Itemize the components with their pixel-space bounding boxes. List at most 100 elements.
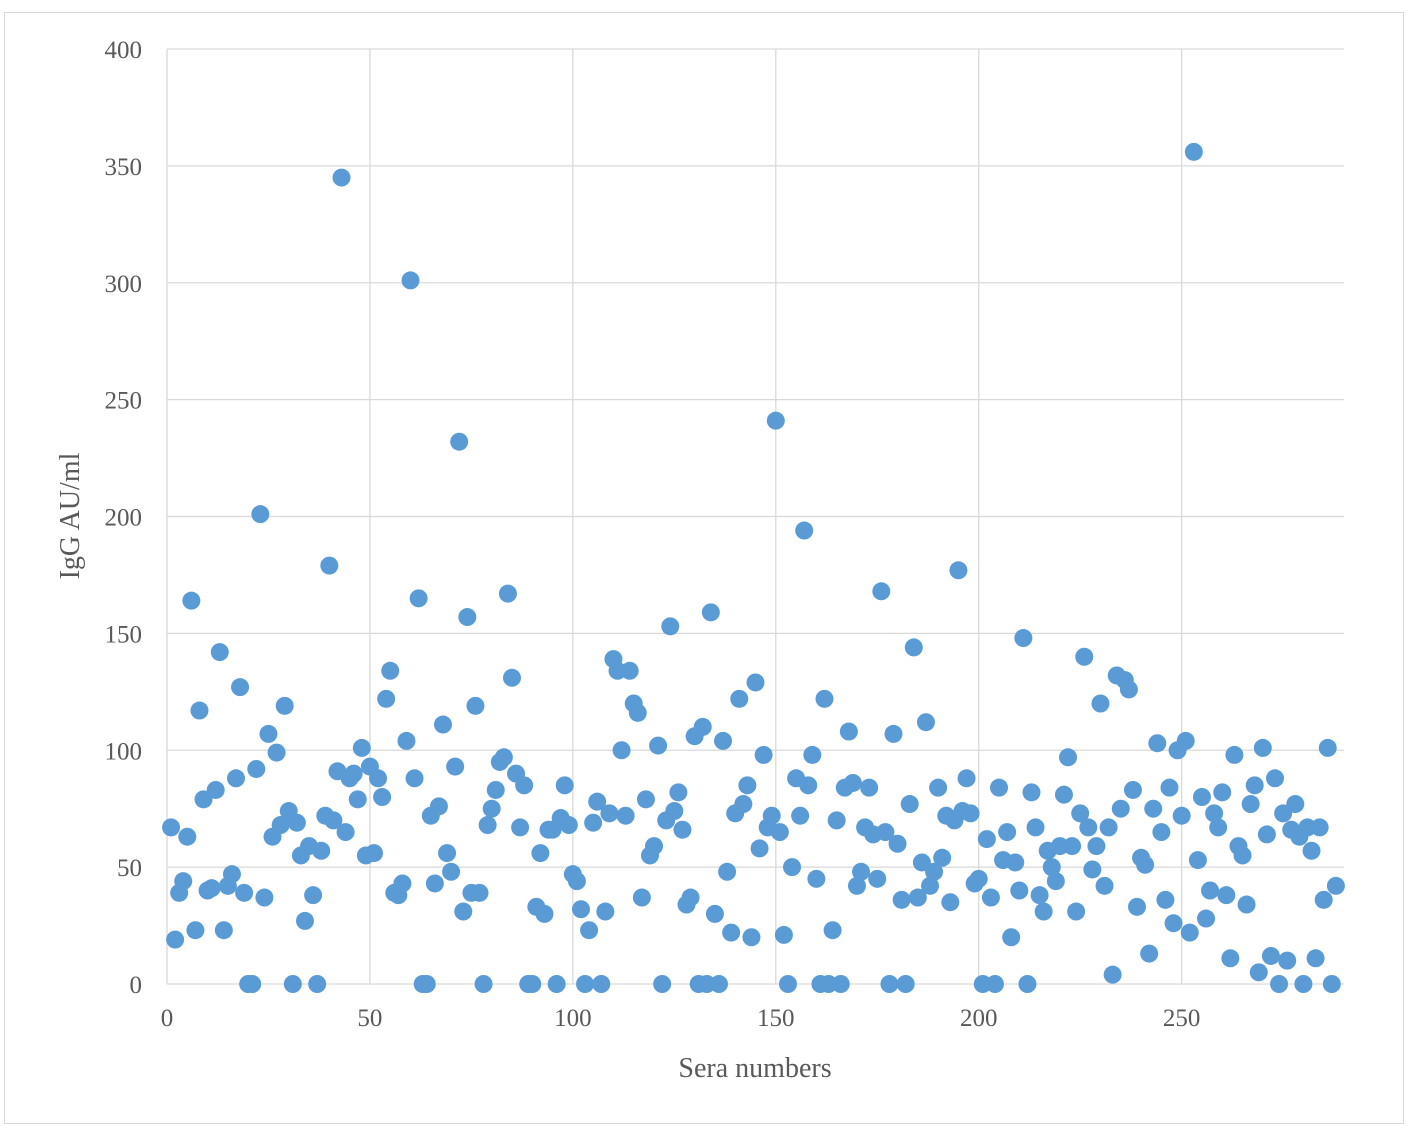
data-point bbox=[202, 879, 221, 898]
data-point bbox=[925, 862, 944, 881]
data-point bbox=[754, 745, 773, 764]
y-tick-label: 0 bbox=[130, 972, 143, 999]
data-point bbox=[977, 830, 996, 849]
data-point bbox=[916, 713, 935, 732]
data-point bbox=[860, 778, 879, 797]
data-point bbox=[511, 818, 530, 837]
data-point bbox=[1249, 963, 1268, 982]
data-point bbox=[1042, 858, 1061, 877]
data-point bbox=[896, 975, 915, 993]
data-point bbox=[571, 900, 590, 919]
data-point bbox=[182, 591, 201, 610]
data-point bbox=[547, 975, 566, 993]
data-point bbox=[693, 717, 712, 736]
y-axis-title: IgG AU/ml bbox=[55, 452, 86, 579]
data-point bbox=[734, 795, 753, 814]
data-point bbox=[766, 411, 785, 430]
data-point bbox=[251, 505, 270, 524]
data-point bbox=[482, 799, 501, 818]
y-tick-label: 50 bbox=[117, 855, 142, 882]
data-point bbox=[259, 724, 278, 743]
data-point bbox=[174, 872, 193, 891]
data-point bbox=[770, 823, 789, 842]
data-point bbox=[308, 975, 327, 993]
data-point bbox=[876, 823, 895, 842]
data-point bbox=[673, 820, 692, 839]
data-point bbox=[1257, 825, 1276, 844]
data-point bbox=[738, 776, 757, 795]
data-point bbox=[1205, 804, 1224, 823]
y-tick-label: 300 bbox=[105, 271, 143, 298]
y-tick-label: 200 bbox=[105, 505, 143, 532]
data-point bbox=[799, 776, 818, 795]
data-point bbox=[458, 608, 477, 627]
data-point bbox=[576, 975, 595, 993]
data-point bbox=[957, 769, 976, 788]
data-point bbox=[1002, 928, 1021, 947]
y-axis-tick-labels: 0 50 100 150 200 250 300 350 400 bbox=[105, 37, 143, 999]
data-point bbox=[186, 921, 205, 940]
data-point bbox=[235, 883, 254, 902]
data-point bbox=[567, 872, 586, 891]
data-point bbox=[892, 890, 911, 909]
data-point bbox=[1046, 872, 1065, 891]
data-point bbox=[397, 731, 416, 750]
data-point bbox=[1091, 694, 1110, 713]
data-point bbox=[312, 841, 331, 860]
data-point bbox=[839, 722, 858, 741]
data-point bbox=[1225, 745, 1244, 764]
data-point bbox=[653, 975, 672, 993]
data-point bbox=[1217, 886, 1236, 905]
data-point bbox=[369, 769, 388, 788]
data-point bbox=[815, 689, 834, 708]
data-point bbox=[783, 858, 802, 877]
data-point bbox=[921, 876, 940, 895]
y-tick-label: 150 bbox=[105, 621, 143, 648]
y-tick-label: 250 bbox=[105, 388, 143, 415]
data-point bbox=[1310, 818, 1329, 837]
data-point bbox=[425, 874, 444, 893]
data-point bbox=[705, 904, 724, 923]
data-point bbox=[1266, 769, 1285, 788]
data-point bbox=[283, 975, 302, 993]
data-point bbox=[271, 816, 290, 835]
data-point bbox=[1180, 923, 1199, 942]
data-point bbox=[401, 271, 420, 290]
data-point bbox=[1140, 944, 1159, 963]
data-point bbox=[1164, 914, 1183, 933]
data-point bbox=[332, 168, 351, 187]
data-point bbox=[803, 745, 822, 764]
data-point bbox=[1006, 853, 1025, 872]
data-point bbox=[393, 874, 412, 893]
data-point bbox=[515, 776, 534, 795]
data-point bbox=[880, 975, 899, 993]
x-tick-label: 150 bbox=[757, 1005, 795, 1032]
data-point bbox=[190, 701, 209, 720]
data-point bbox=[206, 780, 225, 799]
data-point bbox=[1221, 949, 1240, 968]
data-point bbox=[226, 769, 245, 788]
data-point bbox=[722, 923, 741, 942]
data-point bbox=[1014, 629, 1033, 648]
data-point bbox=[900, 795, 919, 814]
data-point bbox=[214, 921, 233, 940]
data-point bbox=[1136, 855, 1155, 874]
data-point bbox=[1286, 795, 1305, 814]
data-point bbox=[1245, 776, 1264, 795]
data-point bbox=[1079, 818, 1098, 837]
data-point bbox=[852, 862, 871, 881]
data-point bbox=[843, 773, 862, 792]
data-point bbox=[888, 834, 907, 853]
data-point bbox=[904, 638, 923, 657]
data-point bbox=[364, 844, 383, 863]
data-point bbox=[324, 811, 343, 830]
data-point bbox=[701, 603, 720, 622]
data-point bbox=[1318, 738, 1337, 757]
data-point bbox=[612, 741, 631, 760]
data-point bbox=[344, 764, 363, 783]
data-point bbox=[1059, 748, 1078, 767]
data-point bbox=[730, 689, 749, 708]
data-point bbox=[267, 743, 286, 762]
data-point bbox=[446, 757, 465, 776]
data-points bbox=[162, 142, 1345, 993]
